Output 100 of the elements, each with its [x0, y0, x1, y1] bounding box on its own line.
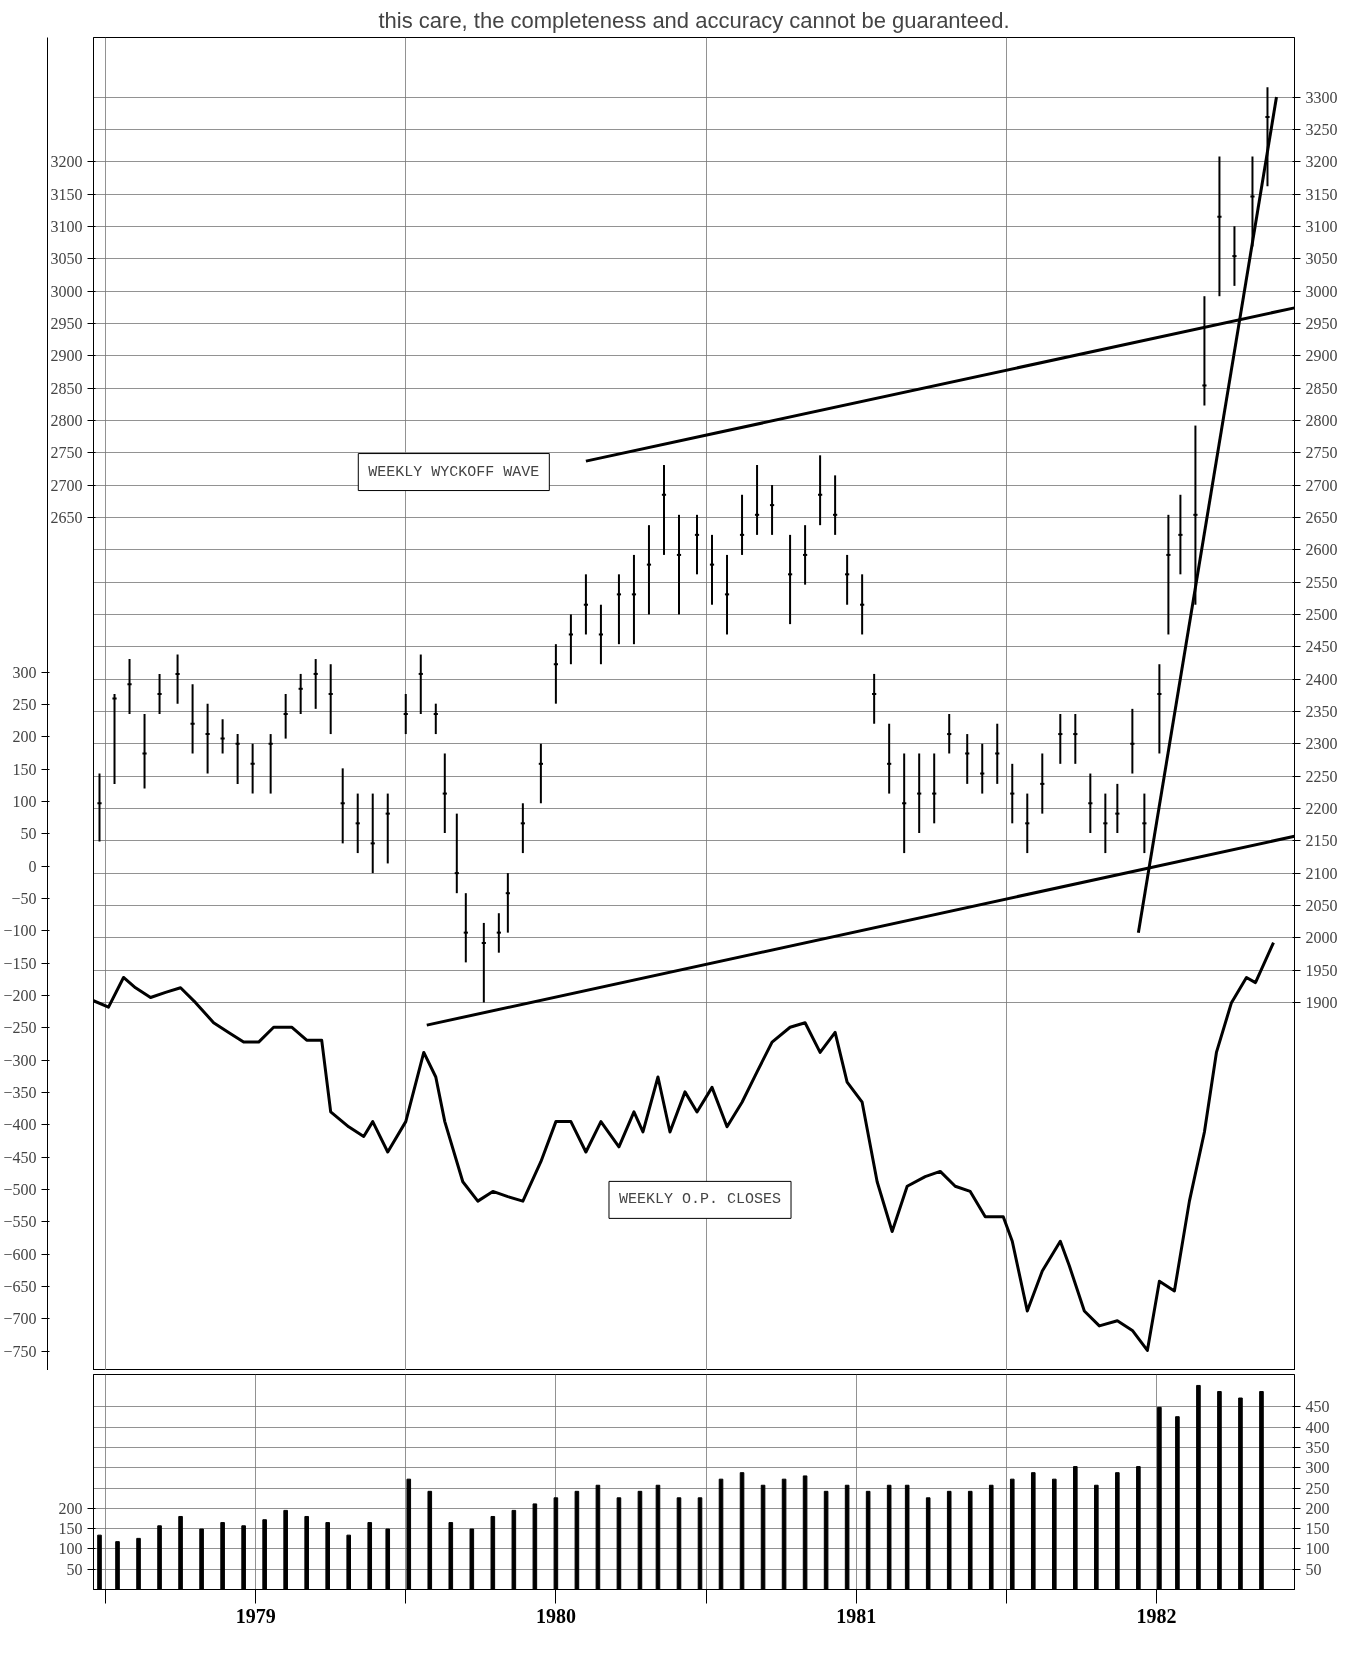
candlestick: [480, 921, 487, 1004]
candlestick: [282, 692, 289, 740]
y-tick-label: 2200: [1305, 799, 1338, 817]
candlestick: [832, 474, 839, 536]
y-tick-label: 2850: [1305, 379, 1338, 397]
candlestick: [432, 702, 439, 736]
candlestick: [417, 653, 424, 716]
candlestick: [369, 792, 376, 875]
y3-tick-label: 150: [12, 760, 37, 778]
candlestick: [946, 713, 953, 755]
candlestick: [1129, 707, 1136, 775]
y-tick-label: 2950: [1305, 314, 1338, 332]
y3-tick-label: −200: [3, 987, 37, 1005]
candlestick: [1165, 513, 1172, 636]
y-tick-label: 2400: [1305, 670, 1338, 688]
y-tick-label: 150: [1305, 1520, 1330, 1538]
y-tick-label: 100: [1305, 1540, 1330, 1558]
candlestick: [817, 454, 824, 527]
x-tick-label: 1980: [535, 1604, 576, 1627]
candlestick: [871, 672, 878, 725]
y2-tick-label: 200: [58, 1499, 83, 1517]
candlestick: [886, 722, 893, 795]
candlestick: [519, 802, 526, 855]
y3-tick-label: −650: [3, 1277, 37, 1295]
candlestick: [1072, 713, 1079, 765]
y-tick-label: 50: [1305, 1560, 1322, 1578]
candlestick: [204, 702, 211, 775]
y3-tick-label: −100: [3, 922, 37, 940]
y3-tick-label: −50: [11, 890, 37, 908]
y-tick-label: 2250: [1305, 767, 1338, 785]
y3-tick-label: 100: [12, 793, 37, 811]
y3-tick-label: −350: [3, 1084, 37, 1102]
candlestick: [1114, 782, 1121, 835]
text: WEEKLY O.P. CLOSES: [618, 1191, 782, 1209]
y3-tick-label: −250: [3, 1019, 37, 1037]
y-tick-label: 300: [1305, 1459, 1330, 1477]
y-tick-label: 3000: [1305, 282, 1338, 300]
y2-tick-label: 2800: [50, 411, 83, 429]
candlestick: [339, 767, 346, 845]
y-tick-label: 1950: [1305, 961, 1338, 979]
candlestick: [1216, 155, 1223, 298]
y-tick-label: 3250: [1305, 120, 1338, 138]
candlestick: [495, 912, 502, 954]
y-tick-label: 1900: [1305, 993, 1338, 1011]
candlestick: [567, 613, 574, 666]
candlestick: [994, 722, 1001, 785]
candlestick: [327, 663, 334, 736]
y-tick-label: 2050: [1305, 896, 1338, 914]
candlestick: [504, 872, 511, 934]
y2-tick-label: 150: [58, 1520, 83, 1538]
candlestick: [156, 672, 163, 716]
y2-tick-label: 2900: [50, 347, 83, 365]
y3-tick-label: −600: [3, 1245, 37, 1263]
candlestick: [901, 752, 908, 855]
y3-tick-label: 200: [12, 728, 37, 746]
candlestick: [1156, 663, 1163, 755]
candlestick: [1024, 792, 1031, 855]
candlestick: [219, 718, 226, 755]
y-tick-label: 2500: [1305, 605, 1338, 623]
y2-tick-label: 50: [66, 1560, 83, 1578]
x-tick-label: 1982: [1136, 1604, 1177, 1627]
y3-tick-label: −150: [3, 954, 37, 972]
y3-tick-label: −300: [3, 1051, 37, 1069]
candlestick: [1102, 792, 1109, 855]
candlestick: [189, 683, 196, 755]
candlestick: [249, 742, 256, 795]
candlestick: [844, 553, 851, 606]
y-tick-label: 350: [1305, 1439, 1330, 1457]
y2-tick-label: 3000: [50, 282, 83, 300]
text: WEEKLY WYCKOFF WAVE: [368, 463, 540, 481]
y-tick-label: 2100: [1305, 864, 1338, 882]
y-tick-label: 2150: [1305, 832, 1338, 850]
y2-tick-label: 3200: [50, 153, 83, 171]
candlestick: [453, 812, 460, 895]
y-tick-label: 400: [1305, 1418, 1330, 1436]
y3-tick-label: 300: [12, 663, 37, 681]
candlestick: [1141, 792, 1148, 855]
candlestick: [402, 692, 409, 736]
y3-tick-label: −750: [3, 1342, 37, 1360]
y3-tick-label: 50: [20, 825, 37, 843]
x-tick-label: 1981: [836, 1604, 877, 1627]
candlestick: [1057, 713, 1064, 765]
y2-tick-label: 2850: [50, 379, 83, 397]
candlestick: [964, 733, 971, 785]
y-tick-label: 200: [1305, 1499, 1330, 1517]
y2-tick-label: 3100: [50, 217, 83, 235]
candlestick: [931, 752, 938, 825]
y3-tick-label: −550: [3, 1213, 37, 1231]
candlestick: [354, 792, 361, 855]
y3-tick-label: 250: [12, 696, 37, 714]
y-tick-label: 3200: [1305, 153, 1338, 171]
candlestick: [859, 573, 866, 636]
candlestick: [1039, 752, 1046, 815]
y-tick-label: 2550: [1305, 573, 1338, 591]
y-tick-label: 2800: [1305, 411, 1338, 429]
y-tick-label: 2750: [1305, 444, 1338, 462]
candlestick: [312, 658, 319, 710]
y2-tick-label: 2650: [50, 508, 83, 526]
candlestick: [552, 643, 559, 705]
y-tick-label: 3150: [1305, 185, 1338, 203]
